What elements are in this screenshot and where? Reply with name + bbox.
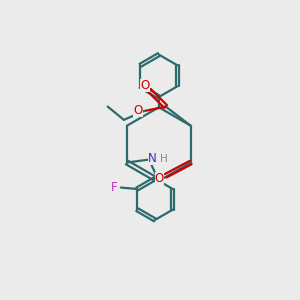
Text: O: O [140,80,150,92]
Text: N: N [148,152,157,166]
Text: F: F [111,181,118,194]
Text: H: H [160,154,168,164]
Text: O: O [134,104,142,118]
Text: O: O [154,172,164,185]
